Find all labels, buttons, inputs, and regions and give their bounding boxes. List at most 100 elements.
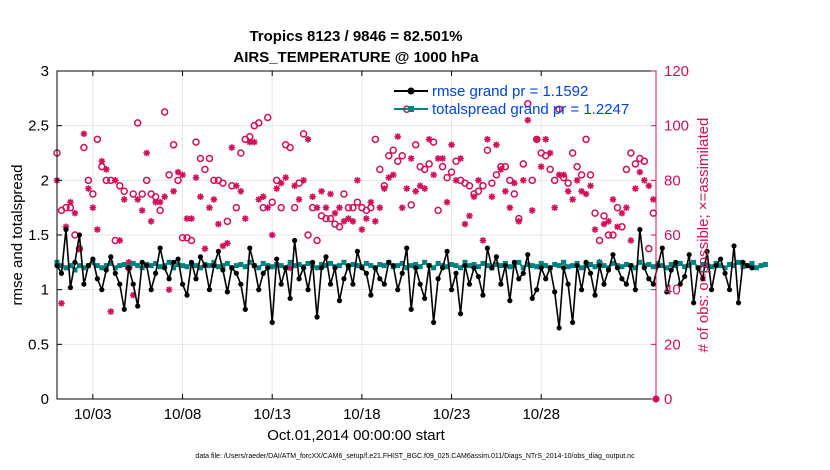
rmse-point xyxy=(726,287,733,293)
x-tick-label: 10/03 xyxy=(74,406,112,423)
obs-assimilated-point xyxy=(62,223,70,231)
totalspread-point xyxy=(256,265,262,271)
obs-assimilated-point xyxy=(363,215,370,222)
obs-assimilated-point xyxy=(246,138,254,146)
legend-spread-marker xyxy=(408,106,414,112)
obs-possible-point xyxy=(600,212,608,220)
rmse-point xyxy=(179,281,186,287)
rmse-point xyxy=(251,263,257,269)
rmse-point xyxy=(323,254,329,260)
rmse-point xyxy=(484,245,491,251)
obs-possible-point xyxy=(232,203,241,212)
rmse-point xyxy=(735,300,742,306)
totalspread-point xyxy=(700,262,706,268)
obs-possible-point xyxy=(591,209,599,217)
obs-assimilated-point xyxy=(71,209,79,217)
obs-assimilated-point xyxy=(58,300,65,307)
obs-possible-point xyxy=(443,173,451,182)
totalspread-point xyxy=(664,265,670,271)
rmse-point xyxy=(511,259,517,265)
totalspread-point xyxy=(117,263,123,269)
obs-assimilated-point xyxy=(461,220,469,228)
obs-possible-point xyxy=(501,162,510,171)
obs-possible-point xyxy=(510,190,519,198)
totalspread-point xyxy=(520,265,526,271)
rmse-point xyxy=(561,265,567,271)
obs-possible-point xyxy=(133,119,142,127)
rmse-point xyxy=(605,267,612,273)
totalspread-point xyxy=(341,259,347,265)
rmse-point xyxy=(332,265,338,271)
x-tick-label: 10/13 xyxy=(253,406,291,423)
rmse-point xyxy=(462,263,468,269)
rmse-point xyxy=(269,319,275,326)
obs-possible-point xyxy=(465,182,474,190)
obs-assimilated-point xyxy=(340,218,348,225)
rmse-point xyxy=(256,287,262,293)
obs-possible-point xyxy=(609,231,617,239)
obs-possible-point xyxy=(353,198,362,206)
totalspread-point xyxy=(395,263,401,269)
totalspread-point xyxy=(408,263,414,269)
totalspread-point xyxy=(197,265,203,271)
totalspread-point xyxy=(538,260,544,266)
totalspread-point xyxy=(722,265,728,271)
rmse-line xyxy=(56,229,753,329)
obs-assimilated-point xyxy=(309,193,316,201)
rmse-point xyxy=(296,276,302,282)
obs-assimilated-point xyxy=(439,155,446,162)
rmse-point xyxy=(336,298,343,304)
rmse-point xyxy=(390,263,396,269)
obs-assimilated-point xyxy=(466,212,473,220)
obs-assimilated-point xyxy=(336,204,343,211)
obs-possible-point xyxy=(210,176,218,185)
y-tick-label-right: 120 xyxy=(664,63,689,80)
rmse-point xyxy=(126,265,132,271)
obs-possible-point xyxy=(555,105,563,114)
totalspread-point xyxy=(381,263,387,269)
obs-possible-point xyxy=(169,141,178,149)
obs-possible-point xyxy=(89,190,97,198)
obs-possible-point xyxy=(192,138,200,146)
rmse-point xyxy=(211,263,217,269)
obs-assimilated-point xyxy=(255,196,263,203)
obs-possible-point xyxy=(452,157,460,165)
obs-possible-point xyxy=(389,146,398,155)
obs-possible-point xyxy=(62,203,70,212)
rmse-point xyxy=(368,292,374,298)
obs-assimilated-point xyxy=(560,171,567,179)
obs-assimilated-point xyxy=(376,204,384,211)
rmse-point xyxy=(619,276,625,282)
obs-assimilated-point xyxy=(434,155,442,162)
rmse-point xyxy=(543,276,549,282)
obs-assimilated-point xyxy=(448,141,455,149)
totalspread-point xyxy=(579,265,585,271)
obs-assimilated-point xyxy=(380,185,388,192)
obs-assimilated-point xyxy=(188,215,195,222)
rmse-point xyxy=(489,265,495,271)
totalspread-point xyxy=(435,260,441,266)
obs-assimilated-point xyxy=(457,155,464,162)
rmse-point xyxy=(193,276,199,282)
obs-assimilated-point xyxy=(242,215,249,222)
obs-assimilated-point xyxy=(524,116,532,124)
obs-assimilated-point xyxy=(475,177,482,184)
obs-possible-point xyxy=(447,168,456,176)
obs-assimilated-point xyxy=(228,144,236,151)
obs-assimilated-point xyxy=(277,179,285,187)
rmse-point xyxy=(381,281,387,287)
legend-spread-label: totalspread grand pr = 1.2247 xyxy=(432,101,629,118)
obs-assimilated-point xyxy=(349,218,357,225)
obs-assimilated-point xyxy=(389,171,397,179)
totalspread-point xyxy=(153,260,159,266)
obs-assimilated-point xyxy=(641,177,648,184)
rmse-point xyxy=(399,270,405,276)
rmse-point xyxy=(166,276,172,282)
rmse-point xyxy=(538,265,544,271)
rmse-point xyxy=(386,259,392,265)
totalspread-point xyxy=(727,262,733,268)
obs-assimilated-point xyxy=(318,187,325,195)
obs-assimilated-point xyxy=(551,204,558,211)
obs-possible-point xyxy=(541,151,550,160)
